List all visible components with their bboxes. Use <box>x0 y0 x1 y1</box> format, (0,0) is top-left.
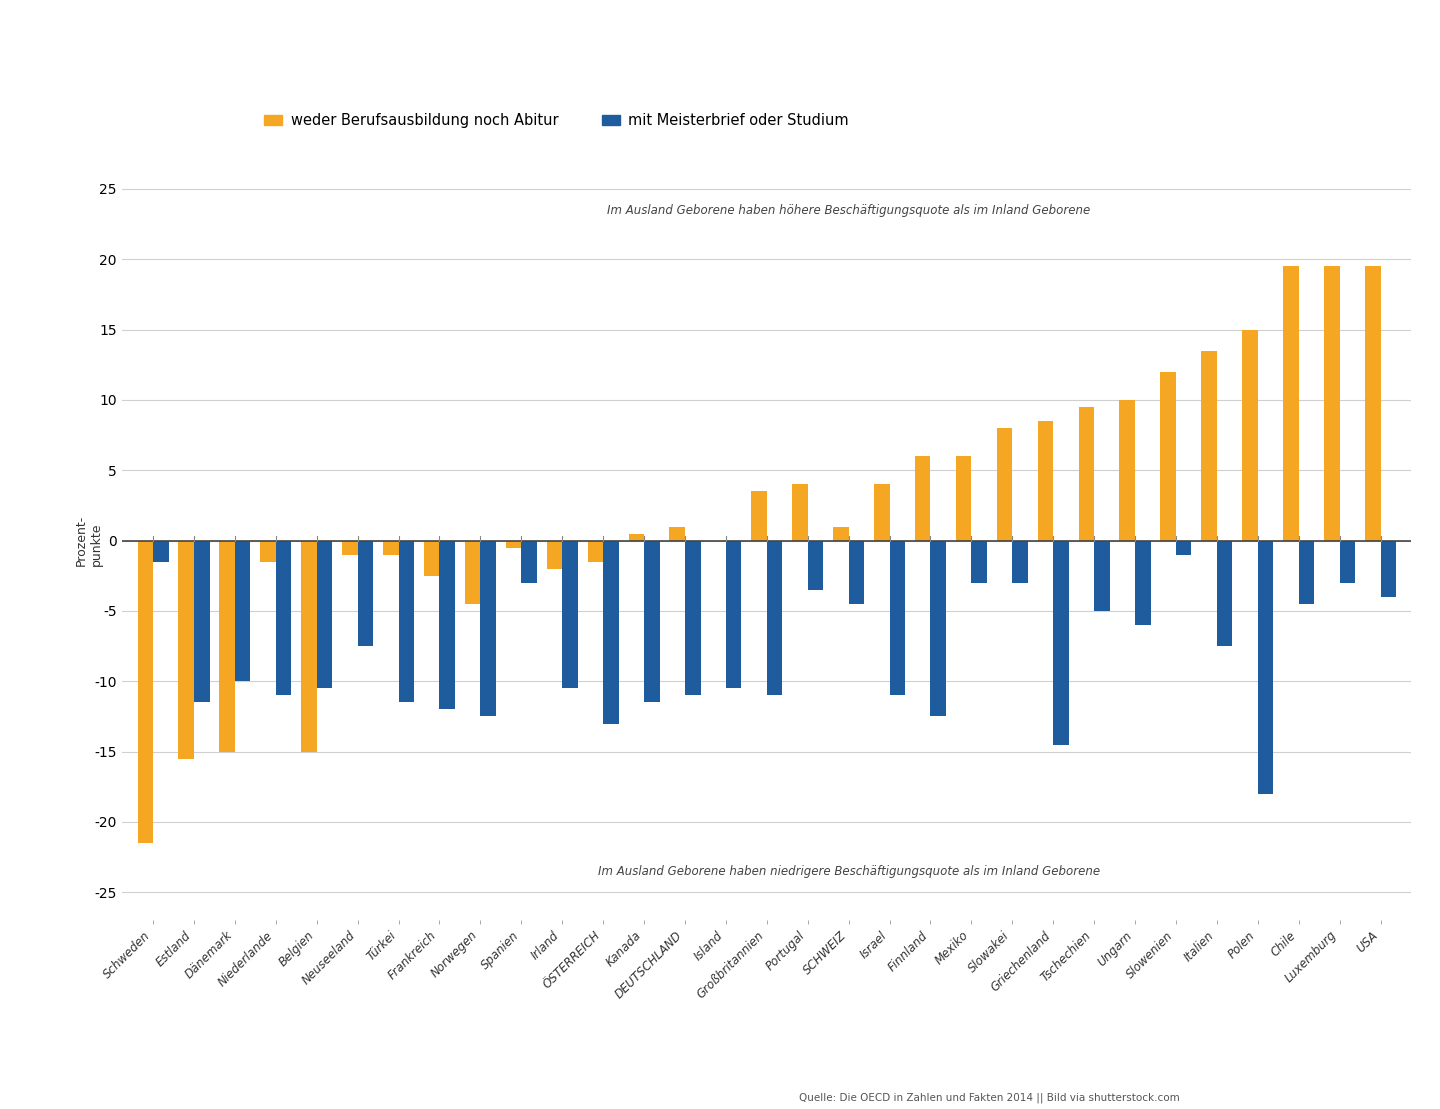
Text: Quelle: Die OECD in Zahlen und Fakten 2014 || Bild via shutterstock.com: Quelle: Die OECD in Zahlen und Fakten 20… <box>799 1093 1179 1103</box>
Bar <box>670 527 685 540</box>
Bar <box>792 485 808 540</box>
Bar <box>685 540 700 695</box>
Bar <box>276 540 291 695</box>
Bar <box>603 540 619 723</box>
Legend: weder Berufsausbildung noch Abitur, mit Meisterbrief oder Studium: weder Berufsausbildung noch Abitur, mit … <box>259 108 855 134</box>
Text: Migration & Beschäftigung: Migration & Beschäftigung <box>94 21 724 63</box>
Bar <box>194 540 210 702</box>
Bar <box>235 540 251 681</box>
Bar <box>505 540 521 548</box>
Bar <box>1201 350 1217 540</box>
Bar <box>1283 266 1299 540</box>
Bar <box>1339 540 1355 583</box>
Bar <box>628 533 644 540</box>
Bar <box>588 540 603 562</box>
Bar <box>343 540 357 554</box>
Bar <box>1176 540 1191 554</box>
Text: Abstand zw. Beschäftigungsquoten im Inland und im Ausland geborener Bevölkerung : Abstand zw. Beschäftigungsquoten im Inla… <box>94 100 878 114</box>
Bar <box>465 540 481 604</box>
Bar <box>383 540 399 554</box>
Bar <box>1079 407 1094 540</box>
Bar <box>1243 329 1257 540</box>
Bar <box>848 540 864 604</box>
Bar <box>808 540 824 590</box>
Bar <box>481 540 495 716</box>
Bar <box>547 540 562 569</box>
Text: Im Ausland Geborene haben niedrigere Beschäftigungsquote als im Inland Geborene: Im Ausland Geborene haben niedrigere Bes… <box>598 865 1100 877</box>
Bar <box>914 456 930 540</box>
Bar <box>890 540 906 695</box>
Bar <box>1365 266 1381 540</box>
Bar <box>1257 540 1273 794</box>
Bar <box>766 540 782 695</box>
Bar <box>1323 266 1339 540</box>
Bar <box>644 540 660 702</box>
Bar <box>423 540 439 576</box>
Bar <box>1053 540 1068 744</box>
Bar <box>930 540 946 716</box>
Bar <box>1217 540 1233 647</box>
Bar <box>726 540 742 689</box>
Bar <box>834 527 848 540</box>
Bar <box>1161 372 1176 540</box>
Bar <box>562 540 577 689</box>
Bar <box>357 540 373 647</box>
Y-axis label: Prozent-
punkte: Prozent- punkte <box>75 515 102 567</box>
Text: Im Ausland Geborene haben höhere Beschäftigungsquote als im Inland Geborene: Im Ausland Geborene haben höhere Beschäf… <box>608 204 1090 216</box>
Bar <box>219 540 235 752</box>
Bar <box>399 540 415 702</box>
Bar <box>1299 540 1315 604</box>
Text: OECD: OECD <box>1315 1066 1371 1083</box>
Bar <box>874 485 890 540</box>
Bar <box>317 540 333 689</box>
Bar <box>1381 540 1395 597</box>
Bar <box>1012 540 1028 583</box>
Bar <box>1135 540 1151 625</box>
Bar <box>261 540 276 562</box>
Bar <box>138 540 153 843</box>
Bar <box>521 540 537 583</box>
Bar <box>1094 540 1110 611</box>
Bar <box>153 540 168 562</box>
Bar <box>1038 421 1053 540</box>
Bar <box>996 428 1012 540</box>
Bar <box>179 540 194 759</box>
Bar <box>752 491 766 540</box>
Bar <box>301 540 317 752</box>
Bar <box>439 540 455 710</box>
Bar <box>956 456 972 540</box>
Bar <box>972 540 986 583</box>
Bar <box>1119 400 1135 540</box>
